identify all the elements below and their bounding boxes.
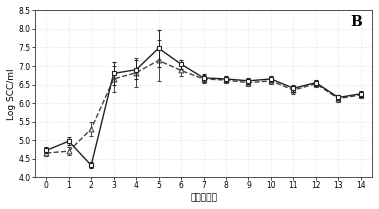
X-axis label: 感染后挟奶: 感染后挟奶 xyxy=(190,193,217,202)
Y-axis label: Log SCC/ml: Log SCC/ml xyxy=(7,68,16,120)
Text: B: B xyxy=(350,15,362,29)
